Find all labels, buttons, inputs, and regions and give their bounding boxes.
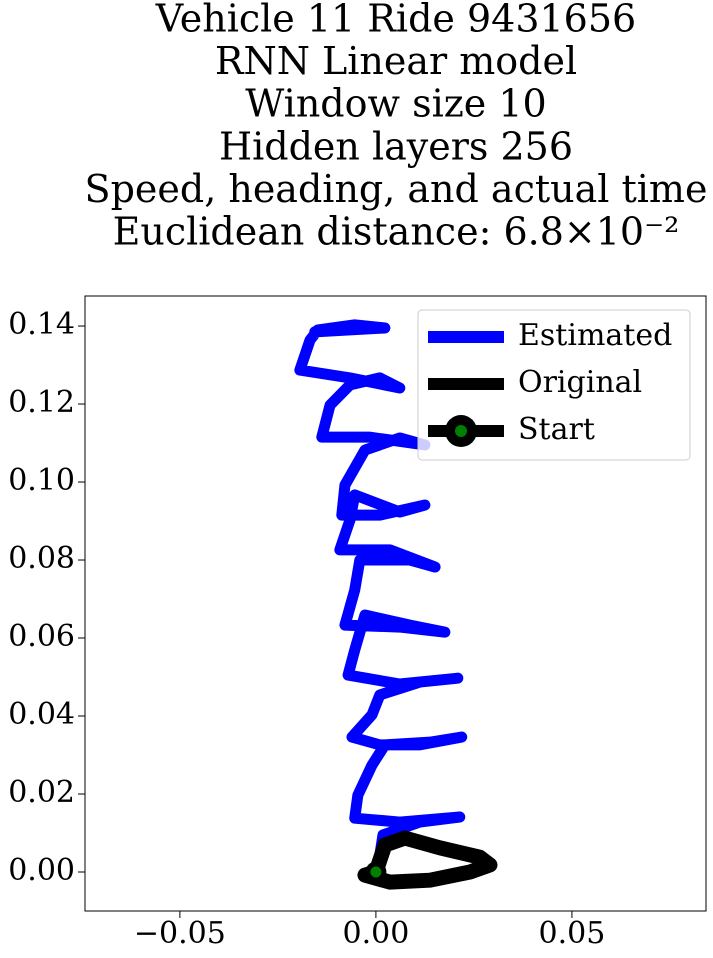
- plot-area: [294, 319, 498, 890]
- legend-label: Estimated: [518, 318, 672, 353]
- legend-box: [417, 309, 691, 461]
- y-tick-label: 0.00: [8, 853, 75, 888]
- y-tick-label: 0.04: [8, 697, 75, 732]
- y-tick-label: 0.14: [8, 307, 75, 342]
- x-tick-label: 0.05: [539, 916, 606, 951]
- chart-title: Hidden layers 256: [219, 124, 573, 168]
- legend-marker-center: [455, 425, 467, 437]
- chart-title: Window size 10: [245, 82, 546, 126]
- chart-title: Vehicle 11 Ride 9431656: [155, 0, 636, 41]
- plot-frame: [84, 295, 707, 912]
- x-tick-label: −0.05: [134, 916, 226, 951]
- x-tick-label: 0.00: [342, 916, 409, 951]
- series-line: [294, 319, 468, 874]
- chart-title: RNN Linear model: [215, 39, 577, 83]
- y-tick-label: 0.06: [8, 619, 75, 654]
- y-tick-label: 0.02: [8, 775, 75, 810]
- y-tick-label: 0.08: [8, 541, 75, 576]
- y-tick-label: 0.12: [8, 385, 75, 420]
- start-marker: [365, 861, 387, 883]
- chart-title: Euclidean distance: 6.8×10⁻²: [113, 210, 680, 254]
- y-tick-label: 0.10: [8, 463, 75, 498]
- legend-label: Start: [518, 412, 595, 447]
- legend-label: Original: [518, 365, 642, 400]
- chart-title: Speed, heading, and actual time: [85, 167, 708, 211]
